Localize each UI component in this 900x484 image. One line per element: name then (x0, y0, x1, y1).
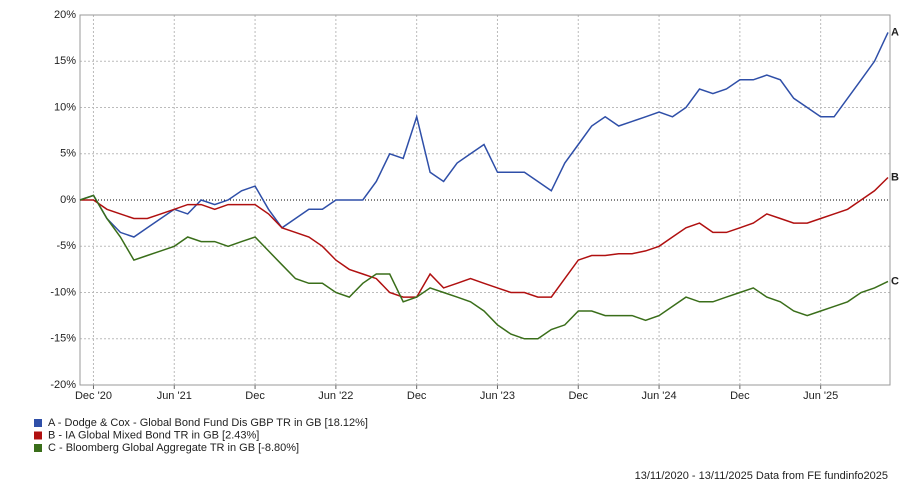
y-tick-label: 10% (54, 101, 76, 113)
y-tick-label: 5% (60, 148, 76, 160)
y-tick-label: -15% (50, 333, 76, 345)
legend-swatch (34, 419, 42, 427)
y-tick-label: -5% (56, 240, 76, 252)
x-tick-label: Jun '22 (318, 390, 353, 402)
y-tick-label: 15% (54, 55, 76, 67)
series-end-label: C (891, 275, 899, 287)
x-tick-label: Dec (568, 390, 588, 402)
x-tick-label: Jun '21 (157, 390, 192, 402)
x-tick-label: Jun '23 (480, 390, 515, 402)
y-tick-label: 0% (60, 194, 76, 206)
y-tick-label: -20% (50, 379, 76, 391)
series-line (79, 194, 889, 340)
legend-label: B - IA Global Mixed Bond TR in GB [2.43%… (48, 429, 259, 441)
legend-label: C - Bloomberg Global Aggregate TR in GB … (48, 442, 299, 454)
x-tick-label: Jun '25 (803, 390, 838, 402)
series-line (79, 32, 889, 238)
y-tick-label: -10% (50, 286, 76, 298)
x-tick-label: Dec (407, 390, 427, 402)
y-tick-label: 20% (54, 9, 76, 21)
series-end-label: B (891, 171, 899, 183)
legend-swatch (34, 444, 42, 452)
x-tick-label: Dec (730, 390, 750, 402)
legend-label: A - Dodge & Cox - Global Bond Fund Dis G… (48, 417, 368, 429)
legend-swatch (34, 431, 42, 440)
series-line (80, 176, 889, 298)
source-note: 13/11/2020 - 13/11/2025 Data from FE fun… (635, 470, 888, 482)
x-tick-label: Dec '20 (75, 390, 112, 402)
series-end-label: A (891, 26, 899, 38)
x-tick-label: Dec (245, 390, 265, 402)
x-tick-label: Jun '24 (641, 390, 676, 402)
